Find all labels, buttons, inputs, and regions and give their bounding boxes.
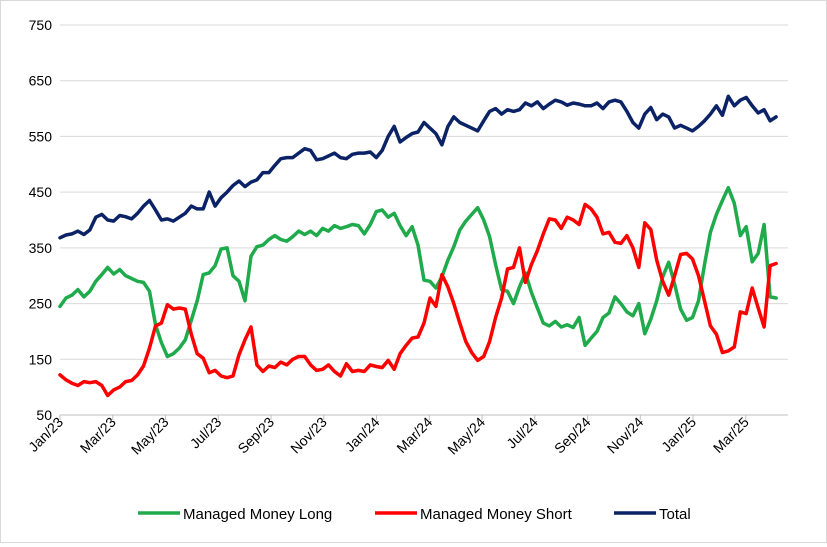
- x-tick-label: Mar/24: [393, 414, 435, 456]
- legend-label: Managed Money Long: [183, 506, 332, 523]
- x-tick-label: Mar/23: [77, 414, 119, 456]
- x-tick-label: May/24: [444, 414, 488, 458]
- x-tick-label: Nov/23: [287, 414, 330, 457]
- legend: Managed Money Long Managed Money Short Tot…: [138, 506, 691, 523]
- x-tick-label: Jan/25: [658, 414, 699, 455]
- x-tick-label: Jul/24: [503, 414, 541, 452]
- series-lines: [58, 94, 778, 398]
- x-tick-label: Sep/24: [551, 414, 594, 457]
- legend-label: Managed Money Short: [420, 506, 573, 523]
- x-tick-label: Jan/24: [342, 414, 383, 455]
- y-tick-label: 250: [29, 296, 53, 312]
- x-tick-label: Jul/23: [187, 414, 225, 452]
- legend-label: Total: [659, 506, 691, 523]
- y-tick-label: 50: [36, 407, 52, 423]
- gridlines: [60, 24, 788, 416]
- y-axis-tick-labels: 50 150 250 350 450 550 650 750: [29, 17, 53, 423]
- y-tick-label: 450: [29, 184, 53, 200]
- y-tick-label: 150: [29, 351, 53, 367]
- y-tick-label: 650: [29, 73, 53, 89]
- y-tick-label: 350: [29, 240, 53, 256]
- series-line-total: [58, 94, 778, 240]
- x-tick-label: Mar/25: [710, 414, 752, 456]
- x-tick-label: May/23: [128, 414, 172, 458]
- y-tick-label: 550: [29, 128, 53, 144]
- x-tick-label: Nov/24: [604, 414, 647, 457]
- series-line-managed-money-long: [58, 185, 778, 359]
- y-tick-label: 750: [29, 17, 53, 33]
- series-line-managed-money-short: [58, 202, 778, 398]
- x-axis-tick-labels: Jan/23 Mar/23 May/23 Jul/23 Sep/23 Nov/23 Jan/…: [25, 414, 752, 458]
- x-tick-label: Sep/23: [234, 414, 277, 457]
